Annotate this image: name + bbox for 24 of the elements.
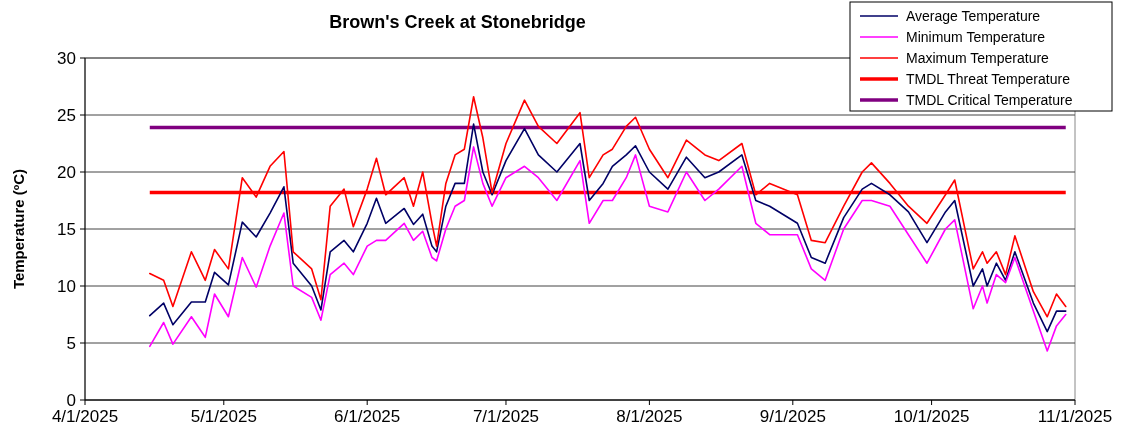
legend-label: Average Temperature (906, 7, 1041, 24)
x-tick-label: 8/1/2025 (616, 407, 683, 426)
line-series (148, 146, 1067, 352)
x-tick-label: 11/1/2025 (1037, 407, 1113, 426)
y-axis-title: Temperature (ºC) (10, 168, 27, 290)
y-tick-label: 20 (57, 162, 76, 182)
x-tick-label: 9/1/2025 (759, 407, 826, 426)
x-tick-label: 6/1/2025 (334, 407, 401, 426)
y-tick-label: 15 (57, 219, 76, 239)
legend-label: Minimum Temperature (906, 28, 1046, 45)
y-tick-label: 30 (57, 48, 76, 68)
x-tick-label: 10/1/2025 (893, 407, 970, 426)
y-tick-label: 5 (66, 333, 76, 353)
line-series (148, 123, 1067, 333)
legend-label: TMDL Threat Temperature (906, 70, 1071, 87)
y-tick-label: 25 (57, 105, 76, 125)
x-tick-label: 5/1/2025 (190, 407, 257, 426)
chart-title: Brown's Creek at Stonebridge (329, 12, 586, 32)
legend-label: TMDL Critical Temperature (906, 91, 1073, 108)
y-tick-label: 10 (57, 276, 76, 296)
legend-label: Maximum Temperature (906, 49, 1050, 66)
x-tick-label: 4/1/2025 (51, 407, 119, 426)
x-tick-label: 7/1/2025 (472, 407, 540, 426)
y-tick-label: 0 (66, 390, 76, 410)
